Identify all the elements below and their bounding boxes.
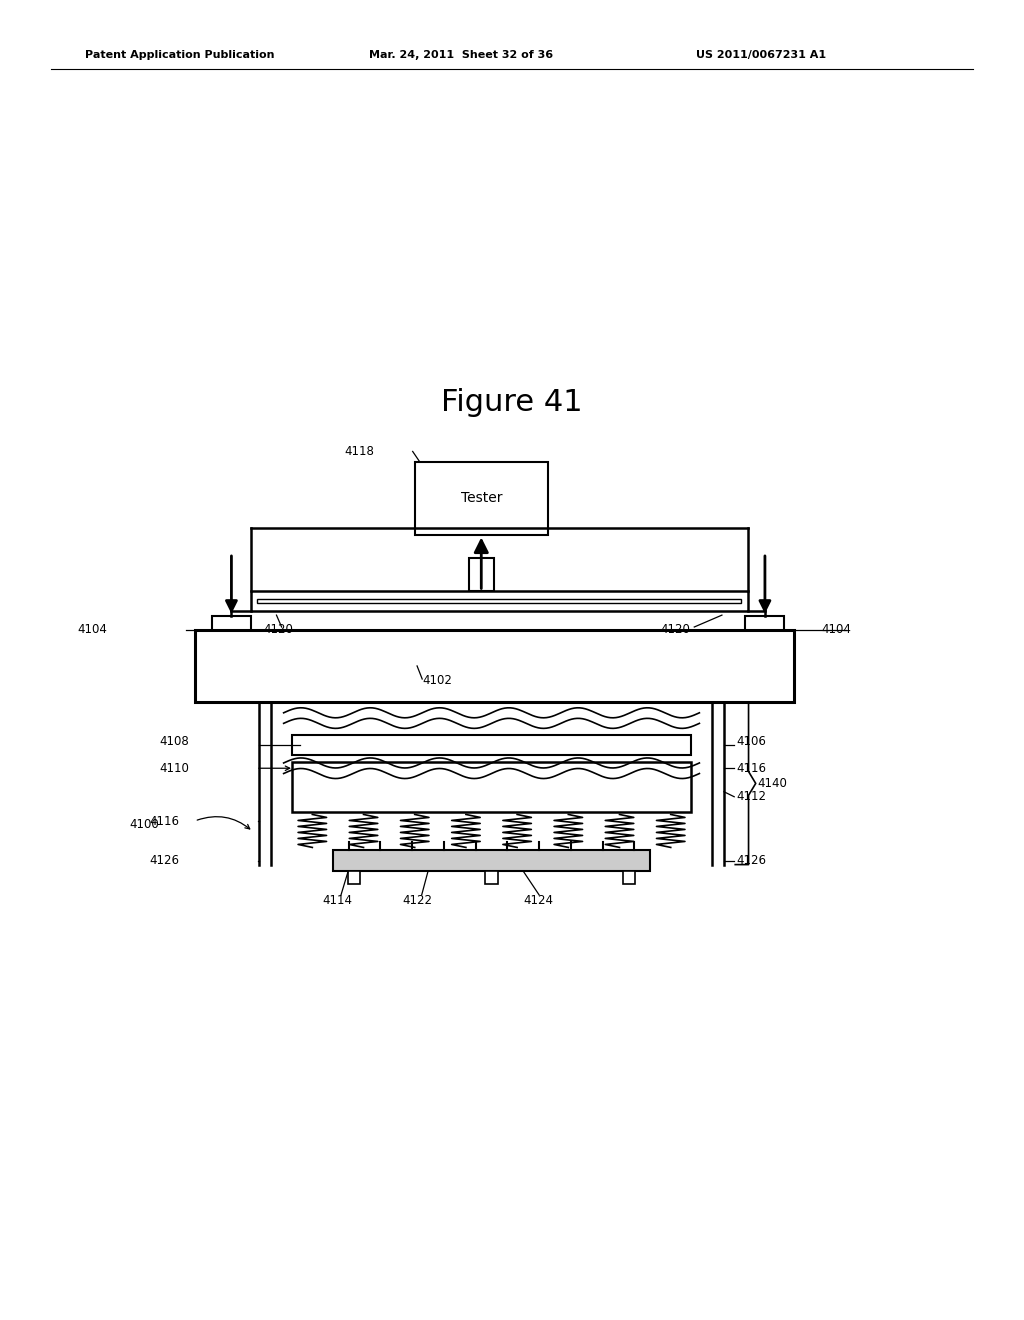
Text: 4126: 4126	[736, 854, 766, 867]
Text: 4116: 4116	[736, 762, 766, 775]
Text: 4122: 4122	[402, 894, 432, 907]
Text: 4108: 4108	[160, 735, 189, 747]
Bar	[469, 558, 494, 591]
Bar	[348, 871, 360, 884]
Text: 4110: 4110	[160, 762, 189, 775]
Text: 4100: 4100	[129, 818, 159, 832]
Bar	[292, 735, 691, 755]
Text: Mar. 24, 2011  Sheet 32 of 36: Mar. 24, 2011 Sheet 32 of 36	[369, 50, 553, 61]
Text: 4116: 4116	[150, 814, 179, 828]
Bar	[333, 850, 650, 871]
Bar	[485, 871, 498, 884]
Bar	[212, 616, 251, 643]
Text: 4126: 4126	[150, 854, 179, 867]
Text: 4104: 4104	[78, 623, 108, 636]
Text: 4140: 4140	[758, 777, 787, 789]
Text: Patent Application Publication: Patent Application Publication	[85, 50, 274, 61]
Bar	[195, 630, 794, 702]
Text: 4120: 4120	[660, 623, 690, 636]
Bar	[623, 871, 635, 884]
Bar	[745, 616, 784, 643]
Text: 4118: 4118	[344, 445, 374, 458]
Text: Figure 41: Figure 41	[441, 388, 583, 417]
Text: 4102: 4102	[422, 675, 452, 686]
Text: 4124: 4124	[523, 894, 553, 907]
Text: 4106: 4106	[736, 735, 766, 747]
Bar	[415, 462, 548, 535]
Text: 4104: 4104	[821, 623, 851, 636]
Bar	[292, 762, 691, 812]
Bar	[257, 599, 741, 603]
Text: US 2011/0067231 A1: US 2011/0067231 A1	[696, 50, 826, 61]
Text: 4112: 4112	[736, 791, 766, 804]
Text: 4120: 4120	[263, 623, 293, 636]
Bar	[251, 591, 748, 611]
Text: Tester: Tester	[461, 491, 502, 506]
Text: 4114: 4114	[323, 894, 352, 907]
